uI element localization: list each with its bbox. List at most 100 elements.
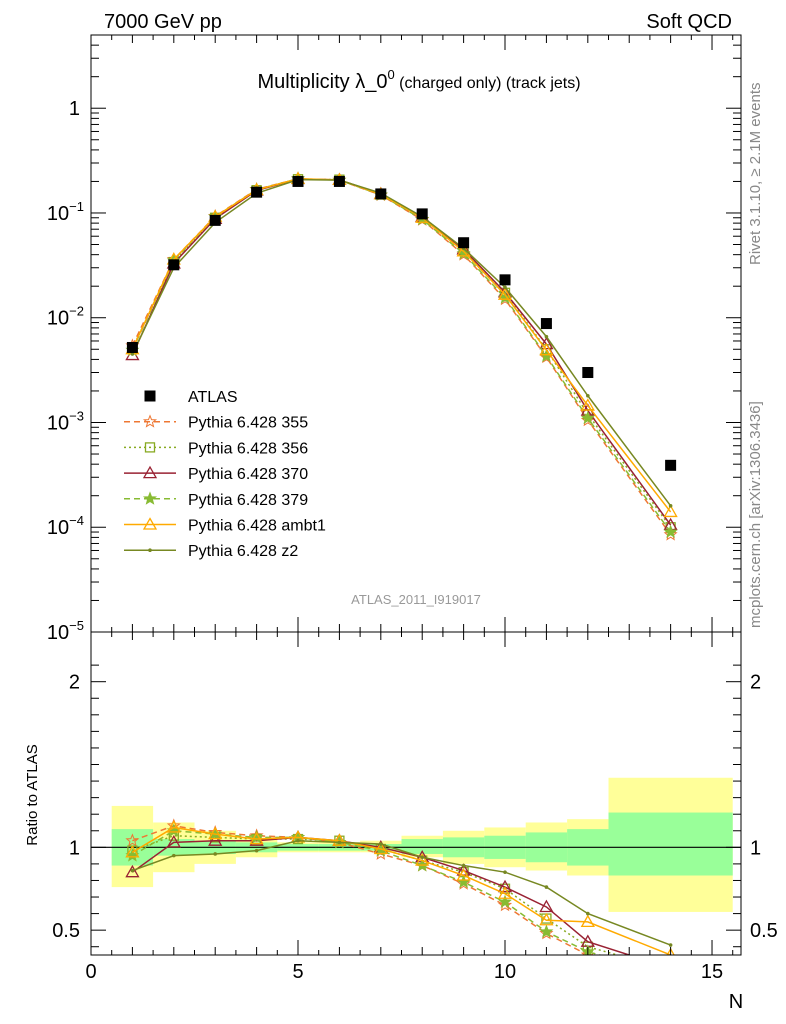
data-point	[126, 341, 138, 353]
data-point	[416, 208, 428, 220]
data-point	[499, 274, 511, 286]
x-axis-label: N	[729, 991, 743, 1013]
ratio-marker	[666, 947, 675, 955]
main-title: Multiplicity λ_00 (charged only) (track …	[257, 67, 580, 93]
ratio-marker	[665, 971, 676, 982]
ratio-marker	[166, 820, 181, 833]
ratio-marker	[296, 838, 300, 843]
series-marker	[503, 285, 507, 290]
legend-marker	[142, 465, 158, 479]
legend-label: Pythia 6.428 z2	[188, 543, 298, 560]
series-marker	[663, 527, 678, 541]
ratio-marker	[665, 962, 677, 973]
ratio-marker	[666, 965, 675, 974]
ratio-marker	[208, 833, 223, 846]
legend-marker	[142, 414, 158, 428]
y-tick-label-right: 2	[750, 672, 761, 694]
legend-label: Pythia 6.428 370	[188, 466, 308, 483]
ratio-marker	[544, 885, 549, 889]
y-tick-label-right: 1	[750, 837, 761, 859]
ratio-marker	[125, 864, 140, 878]
ratio-marker	[208, 826, 223, 840]
y-tick-label: 10−4	[47, 513, 84, 539]
legend-entry: Pythia 6.428 ambt1	[124, 517, 326, 535]
ratio-line	[132, 826, 671, 955]
series-line	[131, 178, 672, 513]
uncertainty-band-inner	[401, 839, 443, 854]
data-point	[292, 175, 304, 187]
series-marker	[544, 334, 549, 339]
legend-marker	[144, 390, 156, 402]
series-marker	[663, 524, 678, 538]
ratio-marker	[539, 899, 554, 913]
ratio-marker	[665, 969, 676, 980]
ratio-marker	[539, 924, 554, 938]
header-left: 7000 GeV pp	[104, 11, 222, 33]
ratio-marker	[456, 868, 471, 881]
series-marker	[130, 352, 135, 356]
data-point	[582, 367, 594, 379]
ratio-marker	[125, 844, 140, 858]
legend-marker	[144, 442, 156, 453]
ratio-marker	[420, 855, 425, 860]
mc-series	[125, 171, 678, 518]
header-right: Soft QCD	[646, 11, 732, 33]
ratio-ylabel: Ratio to ATLAS	[24, 744, 41, 845]
y-tick-label-right: 0.5	[750, 920, 778, 942]
ratio-series	[125, 820, 675, 955]
ratio-marker	[415, 853, 430, 866]
y-tick-label: 10−5	[47, 618, 84, 644]
ratio-marker	[130, 868, 135, 873]
series-marker	[497, 287, 513, 300]
series-marker	[580, 398, 595, 411]
data-point	[209, 214, 221, 226]
data-point	[251, 186, 263, 198]
legend-marker	[142, 491, 158, 505]
legend-entry: ATLAS	[144, 389, 238, 406]
ratio-marker	[172, 853, 176, 858]
analysis-id: ATLAS_2011_I919017	[351, 592, 481, 607]
y-tick-label: 10−3	[47, 408, 84, 434]
y-tick-label: 10−1	[47, 199, 84, 225]
ratio-marker	[373, 841, 388, 855]
ratio-marker	[166, 835, 181, 848]
uncertainty-band-inner	[608, 812, 733, 876]
series-marker	[668, 504, 673, 508]
ratio-marker	[497, 879, 513, 893]
legend-entry: Pythia 6.428 379	[124, 491, 308, 509]
legend-label: Pythia 6.428 355	[188, 415, 308, 432]
x-tick-label: 15	[701, 961, 723, 983]
mcplots-label: mcplots.cern.ch [arXiv:1306.3436]	[747, 401, 764, 628]
ratio-marker	[586, 911, 590, 916]
ratio-marker	[580, 914, 595, 928]
series-marker	[539, 342, 554, 356]
y-tick-label: 1	[69, 98, 80, 120]
legend: ATLAS Pythia 6.428 355 Pythia 6.428 356 Pyt…	[124, 389, 326, 560]
rivet-label: Rivet 3.1.10, ≥ 2.1M events	[747, 83, 764, 266]
y-tick-label: 2	[69, 672, 80, 694]
ratio-marker	[213, 852, 218, 856]
data-point	[665, 459, 677, 471]
ratio-series	[130, 838, 673, 947]
legend-entry: Pythia 6.428 370	[124, 465, 308, 483]
series-marker	[539, 336, 554, 350]
series-marker	[586, 393, 590, 398]
mc-series	[130, 177, 673, 508]
legend-label: Pythia 6.428 379	[188, 492, 308, 509]
legend-entry: Pythia 6.428 z2	[124, 543, 298, 560]
data-point	[458, 237, 470, 249]
ratio-marker	[497, 886, 513, 899]
main-panel: 1 10−1 10−2 10−3 10−4 10−5 Multiplicity λ_00 …	[47, 34, 742, 644]
data-point	[540, 318, 552, 330]
ratio-marker	[249, 830, 264, 844]
data-point	[333, 175, 345, 187]
legend-label: ATLAS	[188, 389, 238, 406]
series-marker	[580, 410, 595, 425]
x-tick-label: 10	[494, 961, 516, 983]
ratio-marker	[125, 833, 140, 847]
mc-series	[125, 171, 678, 541]
legend-label: Pythia 6.428 356	[188, 440, 308, 457]
y-tick-label: 0.5	[52, 920, 80, 942]
legend-entry: Pythia 6.428 355	[124, 414, 308, 432]
y-tick-label: 10−2	[47, 304, 84, 330]
